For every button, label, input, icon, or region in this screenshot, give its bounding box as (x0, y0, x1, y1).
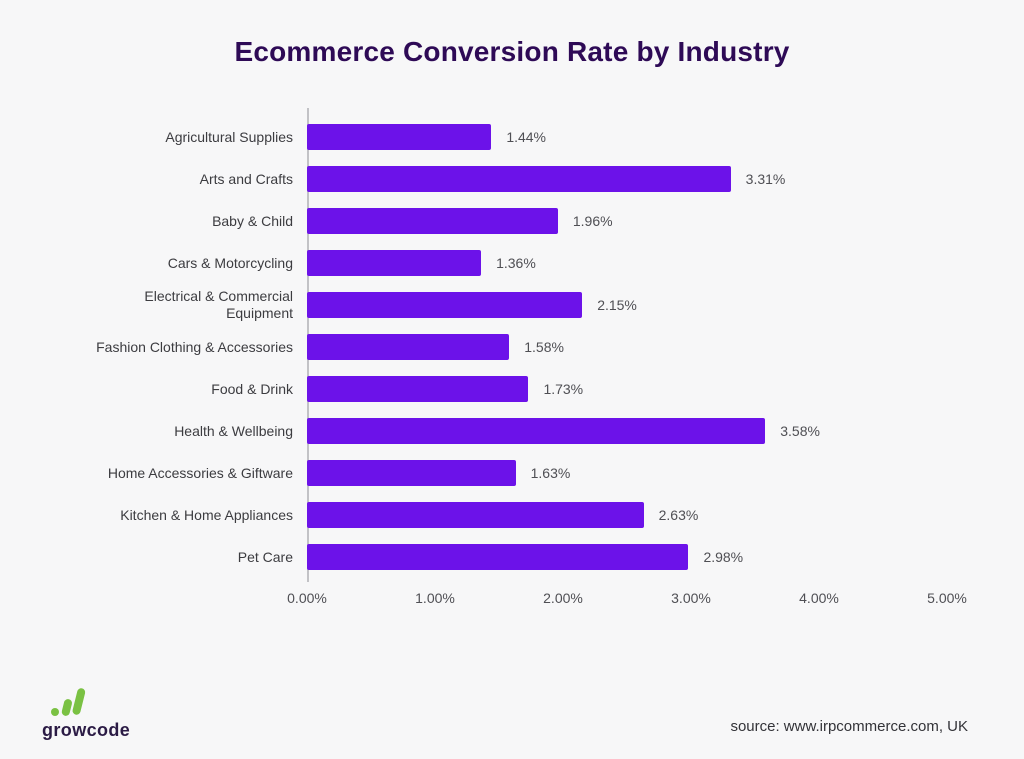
category-label: Food & Drink (211, 380, 293, 397)
category-label: Home Accessories & Giftware (107, 464, 293, 481)
bar (307, 208, 558, 234)
chart-row: Electrical & Commercial Equipment 2.15% (77, 284, 947, 326)
chart-title: Ecommerce Conversion Rate by Industry (234, 36, 790, 67)
chart-row: Baby & Child 1.96% (77, 200, 947, 242)
chart-row: Health & Wellbeing 3.58% (77, 410, 947, 452)
value-label: 2.98% (703, 549, 744, 565)
category-label: Agricultural Supplies (165, 128, 293, 145)
chart-row: Agricultural Supplies 1.44% (77, 116, 947, 158)
category-label: Electrical & Commercial Equipment (144, 288, 293, 321)
category-label: Fashion Clothing & Accessories (96, 338, 293, 355)
bar (307, 250, 482, 276)
chart-row: Food & Drink 1.73% (77, 368, 947, 410)
chart-row: Arts and Crafts 3.31% (77, 158, 947, 200)
bar-track: 2.15% (307, 292, 947, 318)
chart-row: Cars & Motorcycling 1.36% (77, 242, 947, 284)
chart-row: Home Accessories & Giftware 1.63% (77, 452, 947, 494)
chart-row: Fashion Clothing & Accessories 1.58% (77, 326, 947, 368)
chart-row: Kitchen & Home Appliances 2.63% (77, 494, 947, 536)
x-tick-label: 0.00% (287, 590, 327, 606)
x-axis: 0.00% 1.00% 2.00% 3.00% 4.00% 5.00% (287, 590, 967, 616)
x-tick-label: 3.00% (671, 590, 711, 606)
category-label: Pet Care (237, 548, 293, 565)
bar-track: 1.63% (307, 460, 947, 486)
bar (307, 334, 510, 360)
value-label: 1.63% (530, 465, 571, 481)
bar (307, 166, 731, 192)
bar (307, 460, 516, 486)
category-label: Cars & Motorcycling (167, 254, 293, 271)
value-label: 1.96% (572, 213, 613, 229)
category-label: Kitchen & Home Appliances (120, 506, 293, 523)
bar-track: 1.36% (307, 250, 947, 276)
bar-track: 3.58% (307, 418, 947, 444)
category-label: Health & Wellbeing (174, 422, 293, 439)
bar-track: 1.96% (307, 208, 947, 234)
x-tick-label: 1.00% (415, 590, 455, 606)
bar (307, 292, 583, 318)
x-tick-label: 2.00% (543, 590, 583, 606)
category-label: Arts and Crafts (199, 170, 293, 187)
bar (307, 502, 644, 528)
chart-row: Pet Care 2.98% (77, 536, 947, 578)
growcode-logo-icon (51, 688, 86, 716)
bar (307, 124, 492, 150)
bar-track: 1.73% (307, 376, 947, 402)
bar (307, 376, 529, 402)
value-label: 1.73% (543, 381, 584, 397)
bar-chart: Agricultural Supplies 1.44% Arts and Craft… (77, 108, 967, 616)
bar (307, 418, 766, 444)
growcode-logo: growcode (42, 686, 130, 741)
chart-plot-area: Agricultural Supplies 1.44% Arts and Craft… (77, 108, 947, 582)
bar-track: 1.44% (307, 124, 947, 150)
growcode-logo-text: growcode (42, 720, 131, 740)
bar-track: 3.31% (307, 166, 947, 192)
value-label: 2.15% (597, 297, 637, 313)
value-label: 3.58% (780, 423, 820, 439)
bar (307, 544, 689, 570)
x-tick-label: 4.00% (799, 590, 839, 606)
value-label: 1.44% (506, 129, 547, 145)
source-text: source: www.irpcommerce.com, UK (730, 718, 968, 735)
value-label: 3.31% (745, 171, 786, 187)
bar-track: 2.98% (307, 544, 947, 570)
category-label: Baby & Child (212, 212, 293, 229)
value-label: 1.58% (524, 339, 564, 355)
value-label: 1.36% (496, 255, 536, 271)
bar-track: 1.58% (307, 334, 947, 360)
x-tick-label: 5.00% (927, 590, 967, 606)
value-label: 2.63% (658, 507, 699, 523)
bar-track: 2.63% (307, 502, 947, 528)
